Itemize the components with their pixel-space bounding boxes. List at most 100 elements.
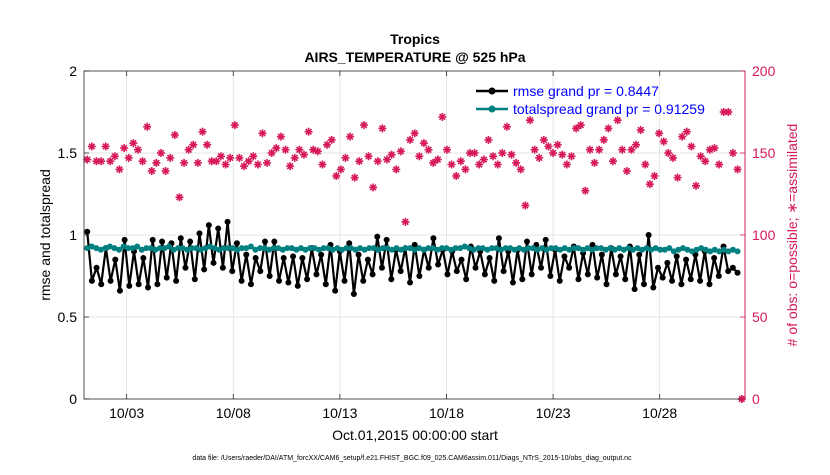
- obs-asterisk-stroke: [480, 156, 488, 163]
- spread-point: [666, 245, 673, 252]
- rmse-point: [257, 268, 264, 275]
- obs-asterisk-stroke: [134, 146, 142, 154]
- obs-asterisk-stroke: [305, 128, 312, 136]
- obs-asterisk-stroke: [328, 136, 336, 144]
- obs-asterisk-stroke: [434, 156, 442, 163]
- obs-point: [502, 122, 511, 131]
- rmse-point: [238, 277, 245, 284]
- spread-point: [620, 246, 627, 253]
- spread-point: [589, 246, 596, 253]
- spread-point: [343, 245, 350, 252]
- obs-asterisk-stroke: [139, 157, 146, 165]
- obs-asterisk-stroke: [632, 141, 640, 149]
- rmse-point: [556, 277, 563, 284]
- rmse-point: [88, 277, 95, 284]
- obs-asterisk-stroke: [503, 123, 511, 131]
- obs-point: [253, 160, 262, 169]
- obs-asterisk-stroke: [194, 159, 202, 167]
- obs-asterisk-stroke: [674, 174, 681, 181]
- rmse-point: [252, 254, 259, 261]
- obs-asterisk-stroke: [309, 146, 317, 154]
- obs-point: [429, 158, 438, 167]
- spread-point: [538, 245, 545, 252]
- obs-point: [678, 132, 687, 141]
- rmse-point: [594, 274, 601, 281]
- rmse-point: [430, 235, 437, 242]
- spread-point: [188, 245, 195, 252]
- obs-asterisk-stroke: [97, 157, 105, 165]
- obs-point: [299, 150, 308, 159]
- spread-point: [379, 245, 386, 252]
- obs-point: [382, 155, 391, 164]
- rmse-point: [411, 241, 418, 248]
- spread-point: [461, 243, 468, 250]
- spread-point: [416, 245, 423, 252]
- obs-point: [129, 139, 138, 148]
- obs-point: [682, 127, 691, 136]
- obs-point: [332, 171, 341, 180]
- obs-point: [230, 121, 239, 130]
- obs-point: [484, 135, 493, 144]
- obs-asterisk-stroke: [734, 166, 741, 173]
- obs-asterisk-stroke: [688, 143, 695, 150]
- obs-point: [258, 129, 267, 138]
- obs-asterisk-stroke: [581, 187, 589, 195]
- obs-asterisk-stroke: [711, 144, 718, 152]
- rmse-point: [145, 284, 152, 291]
- rmse-point: [266, 273, 273, 279]
- spread-point: [720, 246, 727, 253]
- y-tick-label-left: 2: [69, 63, 77, 79]
- spread-point: [407, 245, 414, 252]
- obs-point: [673, 173, 682, 182]
- rmse-point: [177, 235, 184, 242]
- spread-point: [111, 245, 118, 252]
- rmse-point: [734, 269, 741, 276]
- rmse-point: [121, 236, 128, 243]
- obs-asterisk-stroke: [448, 161, 455, 168]
- rmse-point: [598, 251, 605, 258]
- spread-point: [234, 246, 241, 253]
- spread-point: [152, 246, 159, 253]
- obs-point: [452, 171, 461, 180]
- rmse-point: [547, 273, 554, 279]
- obs-point: [664, 149, 673, 157]
- obs-point: [493, 160, 502, 169]
- obs-asterisk-stroke: [411, 129, 419, 137]
- spread-point: [284, 245, 291, 252]
- rmse-point: [453, 268, 460, 275]
- spread-point: [388, 246, 395, 253]
- obs-point: [203, 140, 212, 149]
- obs-asterisk-stroke: [485, 136, 492, 144]
- rmse-point: [247, 281, 254, 288]
- obs-point: [161, 167, 170, 176]
- obs-asterisk-stroke: [379, 125, 386, 132]
- spread-point: [511, 246, 518, 253]
- spread-point: [693, 246, 700, 253]
- obs-asterisk-stroke: [351, 174, 359, 181]
- obs-point: [212, 157, 221, 166]
- rmse-point: [276, 277, 283, 284]
- obs-point: [87, 142, 96, 151]
- obs-asterisk-stroke: [651, 172, 658, 180]
- spread-point: [534, 246, 541, 253]
- obs-asterisk-stroke: [199, 128, 206, 136]
- obs-asterisk-stroke: [549, 149, 557, 157]
- obs-asterisk-stroke: [245, 157, 252, 165]
- obs-point: [461, 165, 470, 174]
- rmse-point: [491, 277, 498, 284]
- spread-point: [134, 243, 141, 250]
- obs-point: [138, 157, 147, 166]
- legend-marker-spread: [488, 105, 496, 113]
- spread-point: [84, 245, 91, 252]
- spread-point: [293, 246, 300, 253]
- spread-point: [507, 245, 514, 252]
- obs-asterisk-stroke: [217, 152, 225, 160]
- spread-point: [643, 245, 650, 252]
- spread-point: [625, 245, 632, 252]
- obs-asterisk-stroke: [701, 157, 709, 165]
- obs-point: [613, 116, 622, 125]
- spread-point: [311, 245, 318, 252]
- spread-point: [88, 243, 95, 250]
- obs-point: [724, 108, 733, 116]
- rmse-point: [407, 279, 414, 286]
